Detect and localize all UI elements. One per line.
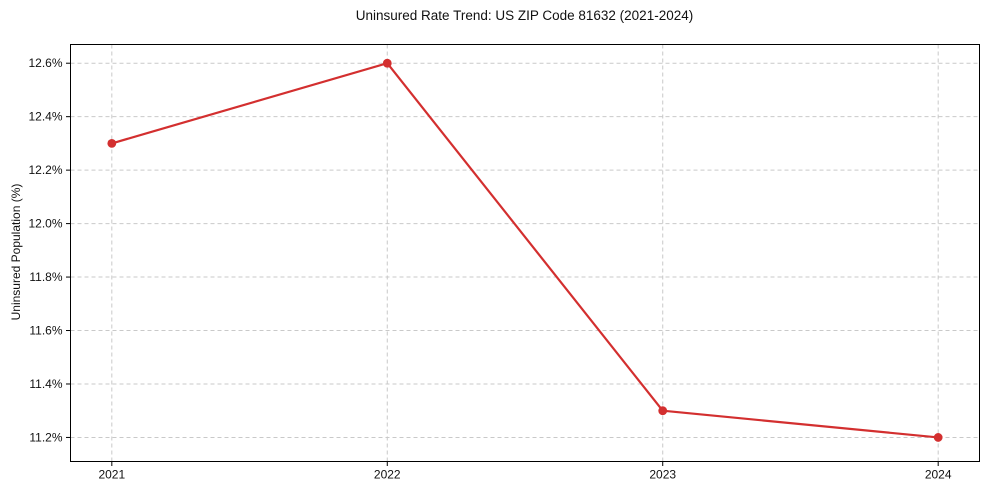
y-axis-tick-label: 11.6% — [29, 324, 62, 338]
x-axis-tick-label: 2023 — [649, 468, 676, 482]
x-axis-tick-label: 2021 — [98, 468, 125, 482]
y-axis-tick-label: 11.2% — [29, 430, 62, 444]
x-axis-tick-label: 2022 — [374, 468, 401, 482]
y-axis-tick-label: 12.4% — [28, 110, 62, 124]
data-point — [107, 139, 117, 148]
y-axis-tick-label: 11.8% — [29, 270, 62, 284]
y-axis-tick-label: 12.6% — [28, 56, 62, 70]
y-axis-tick-label: 11.4% — [29, 377, 62, 391]
data-point — [933, 433, 943, 442]
chart-title: Uninsured Rate Trend: US ZIP Code 81632 … — [355, 8, 694, 23]
plot-border — [70, 44, 980, 462]
y-axis-tick-label: 12.2% — [28, 163, 62, 177]
data-point — [382, 58, 392, 68]
trend-line — [110, 62, 940, 439]
y-axis-tick-label: 12.0% — [28, 217, 62, 231]
x-axis-tick-label: 2024 — [925, 468, 952, 482]
data-point — [658, 406, 668, 416]
